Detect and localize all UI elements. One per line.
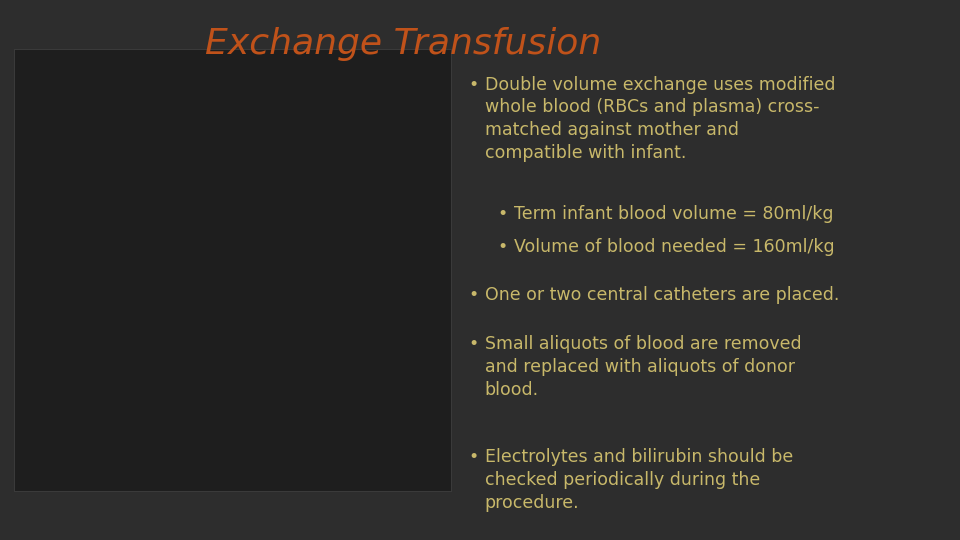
Text: •: • [468, 448, 479, 466]
Text: Electrolytes and bilirubin should be
checked periodically during the
procedure.: Electrolytes and bilirubin should be che… [485, 448, 793, 512]
Text: One or two central catheters are placed.: One or two central catheters are placed. [485, 286, 839, 304]
Text: •: • [468, 286, 479, 304]
Text: •: • [468, 76, 479, 93]
Text: Exchange Transfusion: Exchange Transfusion [205, 27, 601, 61]
Text: Double volume exchange uses modified
whole blood (RBCs and plasma) cross-
matche: Double volume exchange uses modified who… [485, 76, 835, 163]
Text: •: • [468, 335, 479, 353]
Text: Volume of blood needed = 160ml/kg: Volume of blood needed = 160ml/kg [514, 238, 834, 255]
Text: Term infant blood volume = 80ml/kg: Term infant blood volume = 80ml/kg [514, 205, 833, 223]
Text: Small aliquots of blood are removed
and replaced with aliquots of donor
blood.: Small aliquots of blood are removed and … [485, 335, 802, 399]
FancyBboxPatch shape [14, 49, 451, 491]
Text: •: • [497, 238, 508, 255]
Text: •: • [497, 205, 508, 223]
